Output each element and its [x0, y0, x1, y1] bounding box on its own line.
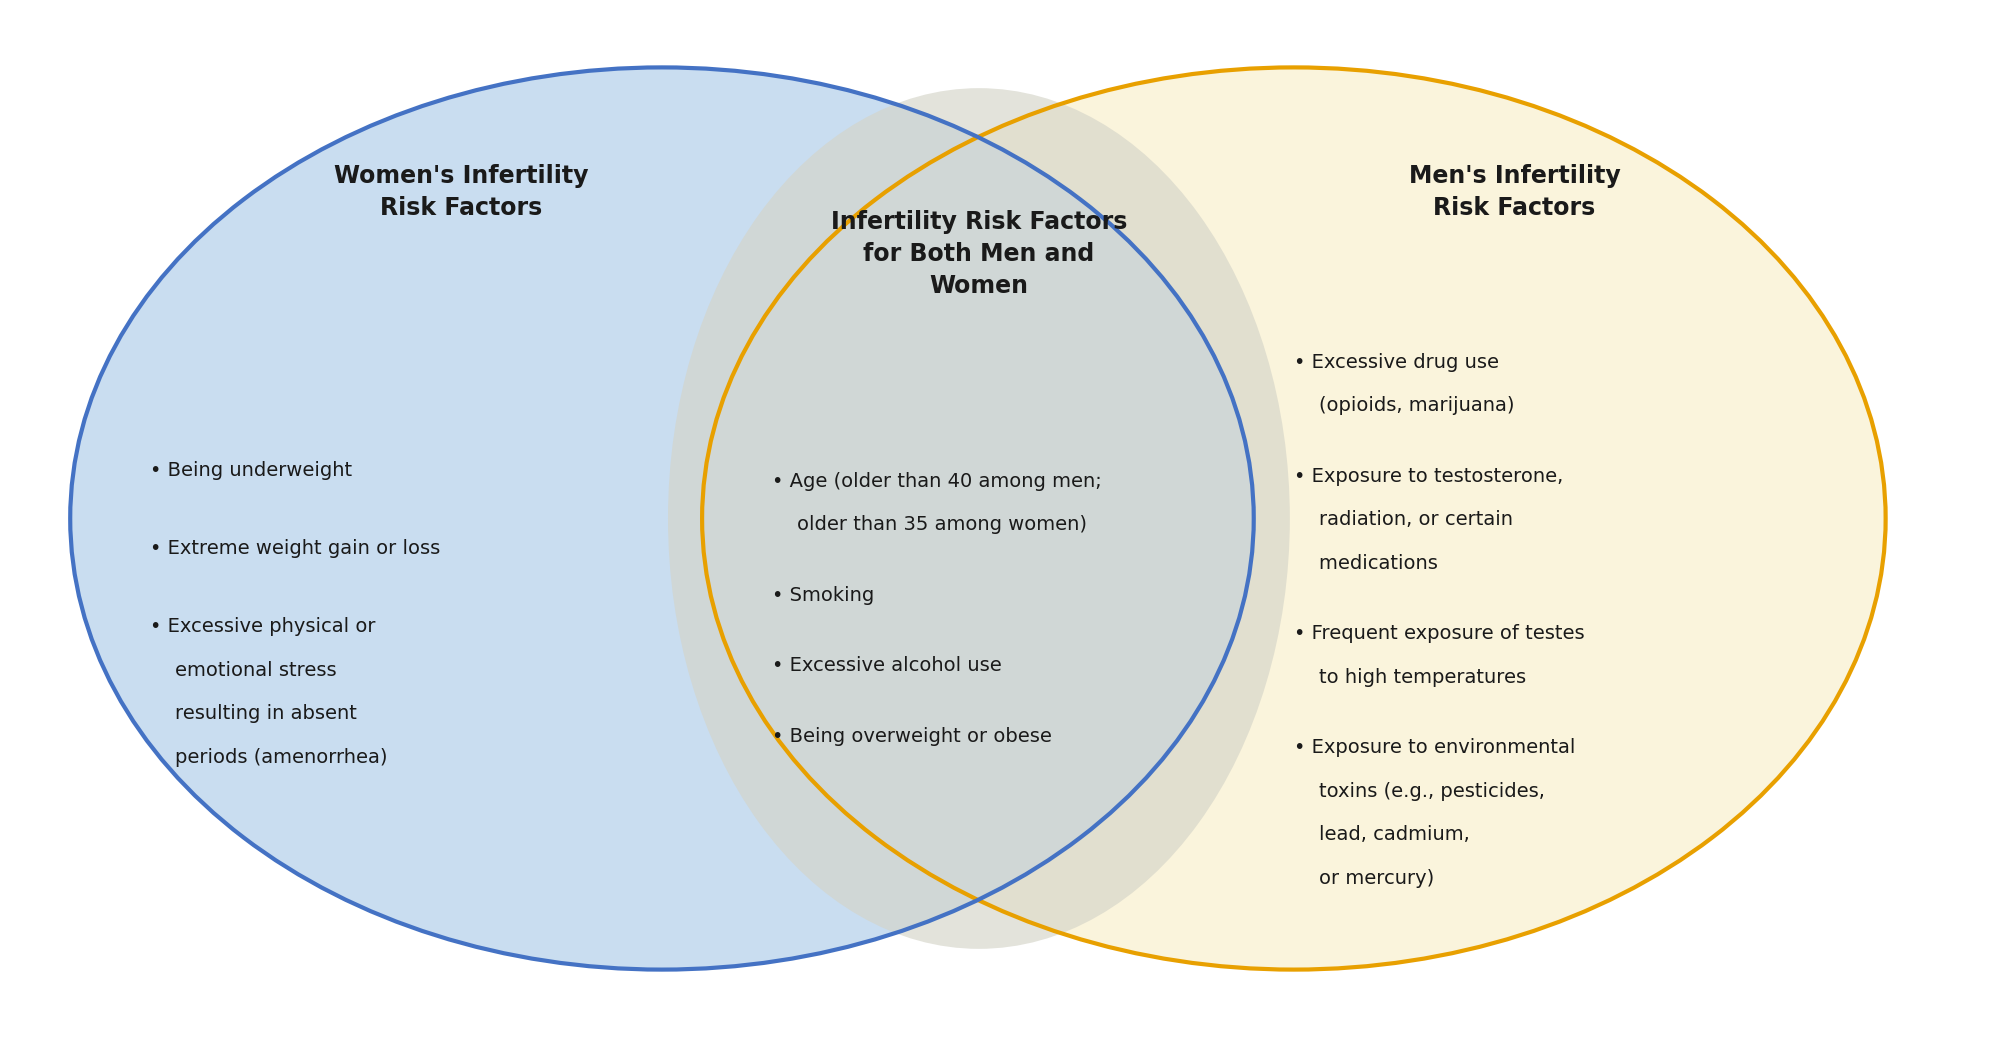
Text: • Excessive drug use: • Excessive drug use [1293, 353, 1498, 371]
Text: to high temperatures: to high temperatures [1293, 668, 1526, 686]
Text: older than 35 among women): older than 35 among women) [772, 515, 1087, 534]
Text: • Excessive physical or: • Excessive physical or [150, 617, 375, 636]
Text: or mercury): or mercury) [1293, 869, 1434, 888]
Text: • Being underweight: • Being underweight [150, 461, 353, 480]
Text: • Exposure to environmental: • Exposure to environmental [1293, 738, 1574, 757]
Text: emotional stress: emotional stress [150, 661, 337, 679]
Text: • Age (older than 40 among men;: • Age (older than 40 among men; [772, 472, 1101, 491]
Text: • Extreme weight gain or loss: • Extreme weight gain or loss [150, 539, 441, 558]
Text: • Frequent exposure of testes: • Frequent exposure of testes [1293, 624, 1584, 643]
Text: periods (amenorrhea): periods (amenorrhea) [150, 748, 387, 766]
Ellipse shape [70, 67, 1253, 970]
Text: Infertility Risk Factors
for Both Men and
Women: Infertility Risk Factors for Both Men an… [830, 211, 1127, 298]
Text: toxins (e.g., pesticides,: toxins (e.g., pesticides, [1293, 782, 1544, 801]
Text: radiation, or certain: radiation, or certain [1293, 510, 1512, 529]
Text: • Exposure to testosterone,: • Exposure to testosterone, [1293, 467, 1562, 485]
Text: (opioids, marijuana): (opioids, marijuana) [1293, 396, 1514, 415]
Text: • Being overweight or obese: • Being overweight or obese [772, 727, 1053, 746]
Text: medications: medications [1293, 554, 1438, 572]
Ellipse shape [668, 88, 1289, 949]
Text: • Excessive alcohol use: • Excessive alcohol use [772, 656, 1002, 675]
Text: resulting in absent: resulting in absent [150, 704, 357, 723]
Text: • Smoking: • Smoking [772, 586, 874, 605]
Text: Women's Infertility
Risk Factors: Women's Infertility Risk Factors [335, 164, 587, 220]
Text: Men's Infertility
Risk Factors: Men's Infertility Risk Factors [1408, 164, 1620, 220]
Text: lead, cadmium,: lead, cadmium, [1293, 825, 1470, 844]
Ellipse shape [702, 67, 1885, 970]
